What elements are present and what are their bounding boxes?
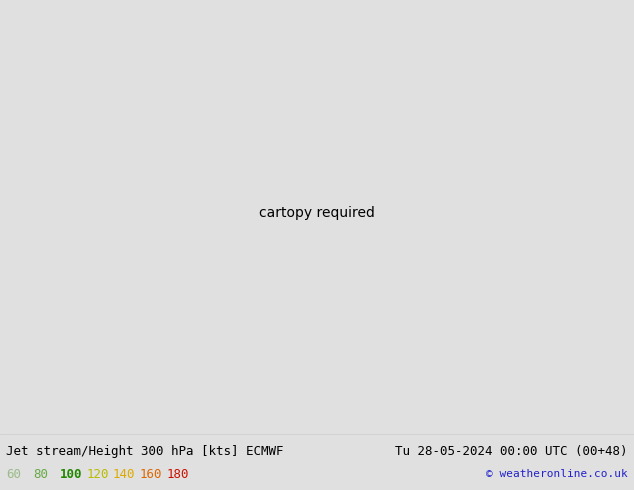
Text: 100: 100 bbox=[60, 468, 82, 481]
Text: 80: 80 bbox=[33, 468, 48, 481]
Text: 140: 140 bbox=[113, 468, 135, 481]
Text: cartopy required: cartopy required bbox=[259, 206, 375, 220]
Text: Tu 28-05-2024 00:00 UTC (00+48): Tu 28-05-2024 00:00 UTC (00+48) bbox=[395, 445, 628, 458]
Text: 160: 160 bbox=[139, 468, 162, 481]
Text: 180: 180 bbox=[166, 468, 188, 481]
Text: © weatheronline.co.uk: © weatheronline.co.uk bbox=[486, 469, 628, 479]
Text: Jet stream/Height 300 hPa [kts] ECMWF: Jet stream/Height 300 hPa [kts] ECMWF bbox=[6, 445, 284, 458]
Text: 120: 120 bbox=[86, 468, 108, 481]
Text: 60: 60 bbox=[6, 468, 22, 481]
